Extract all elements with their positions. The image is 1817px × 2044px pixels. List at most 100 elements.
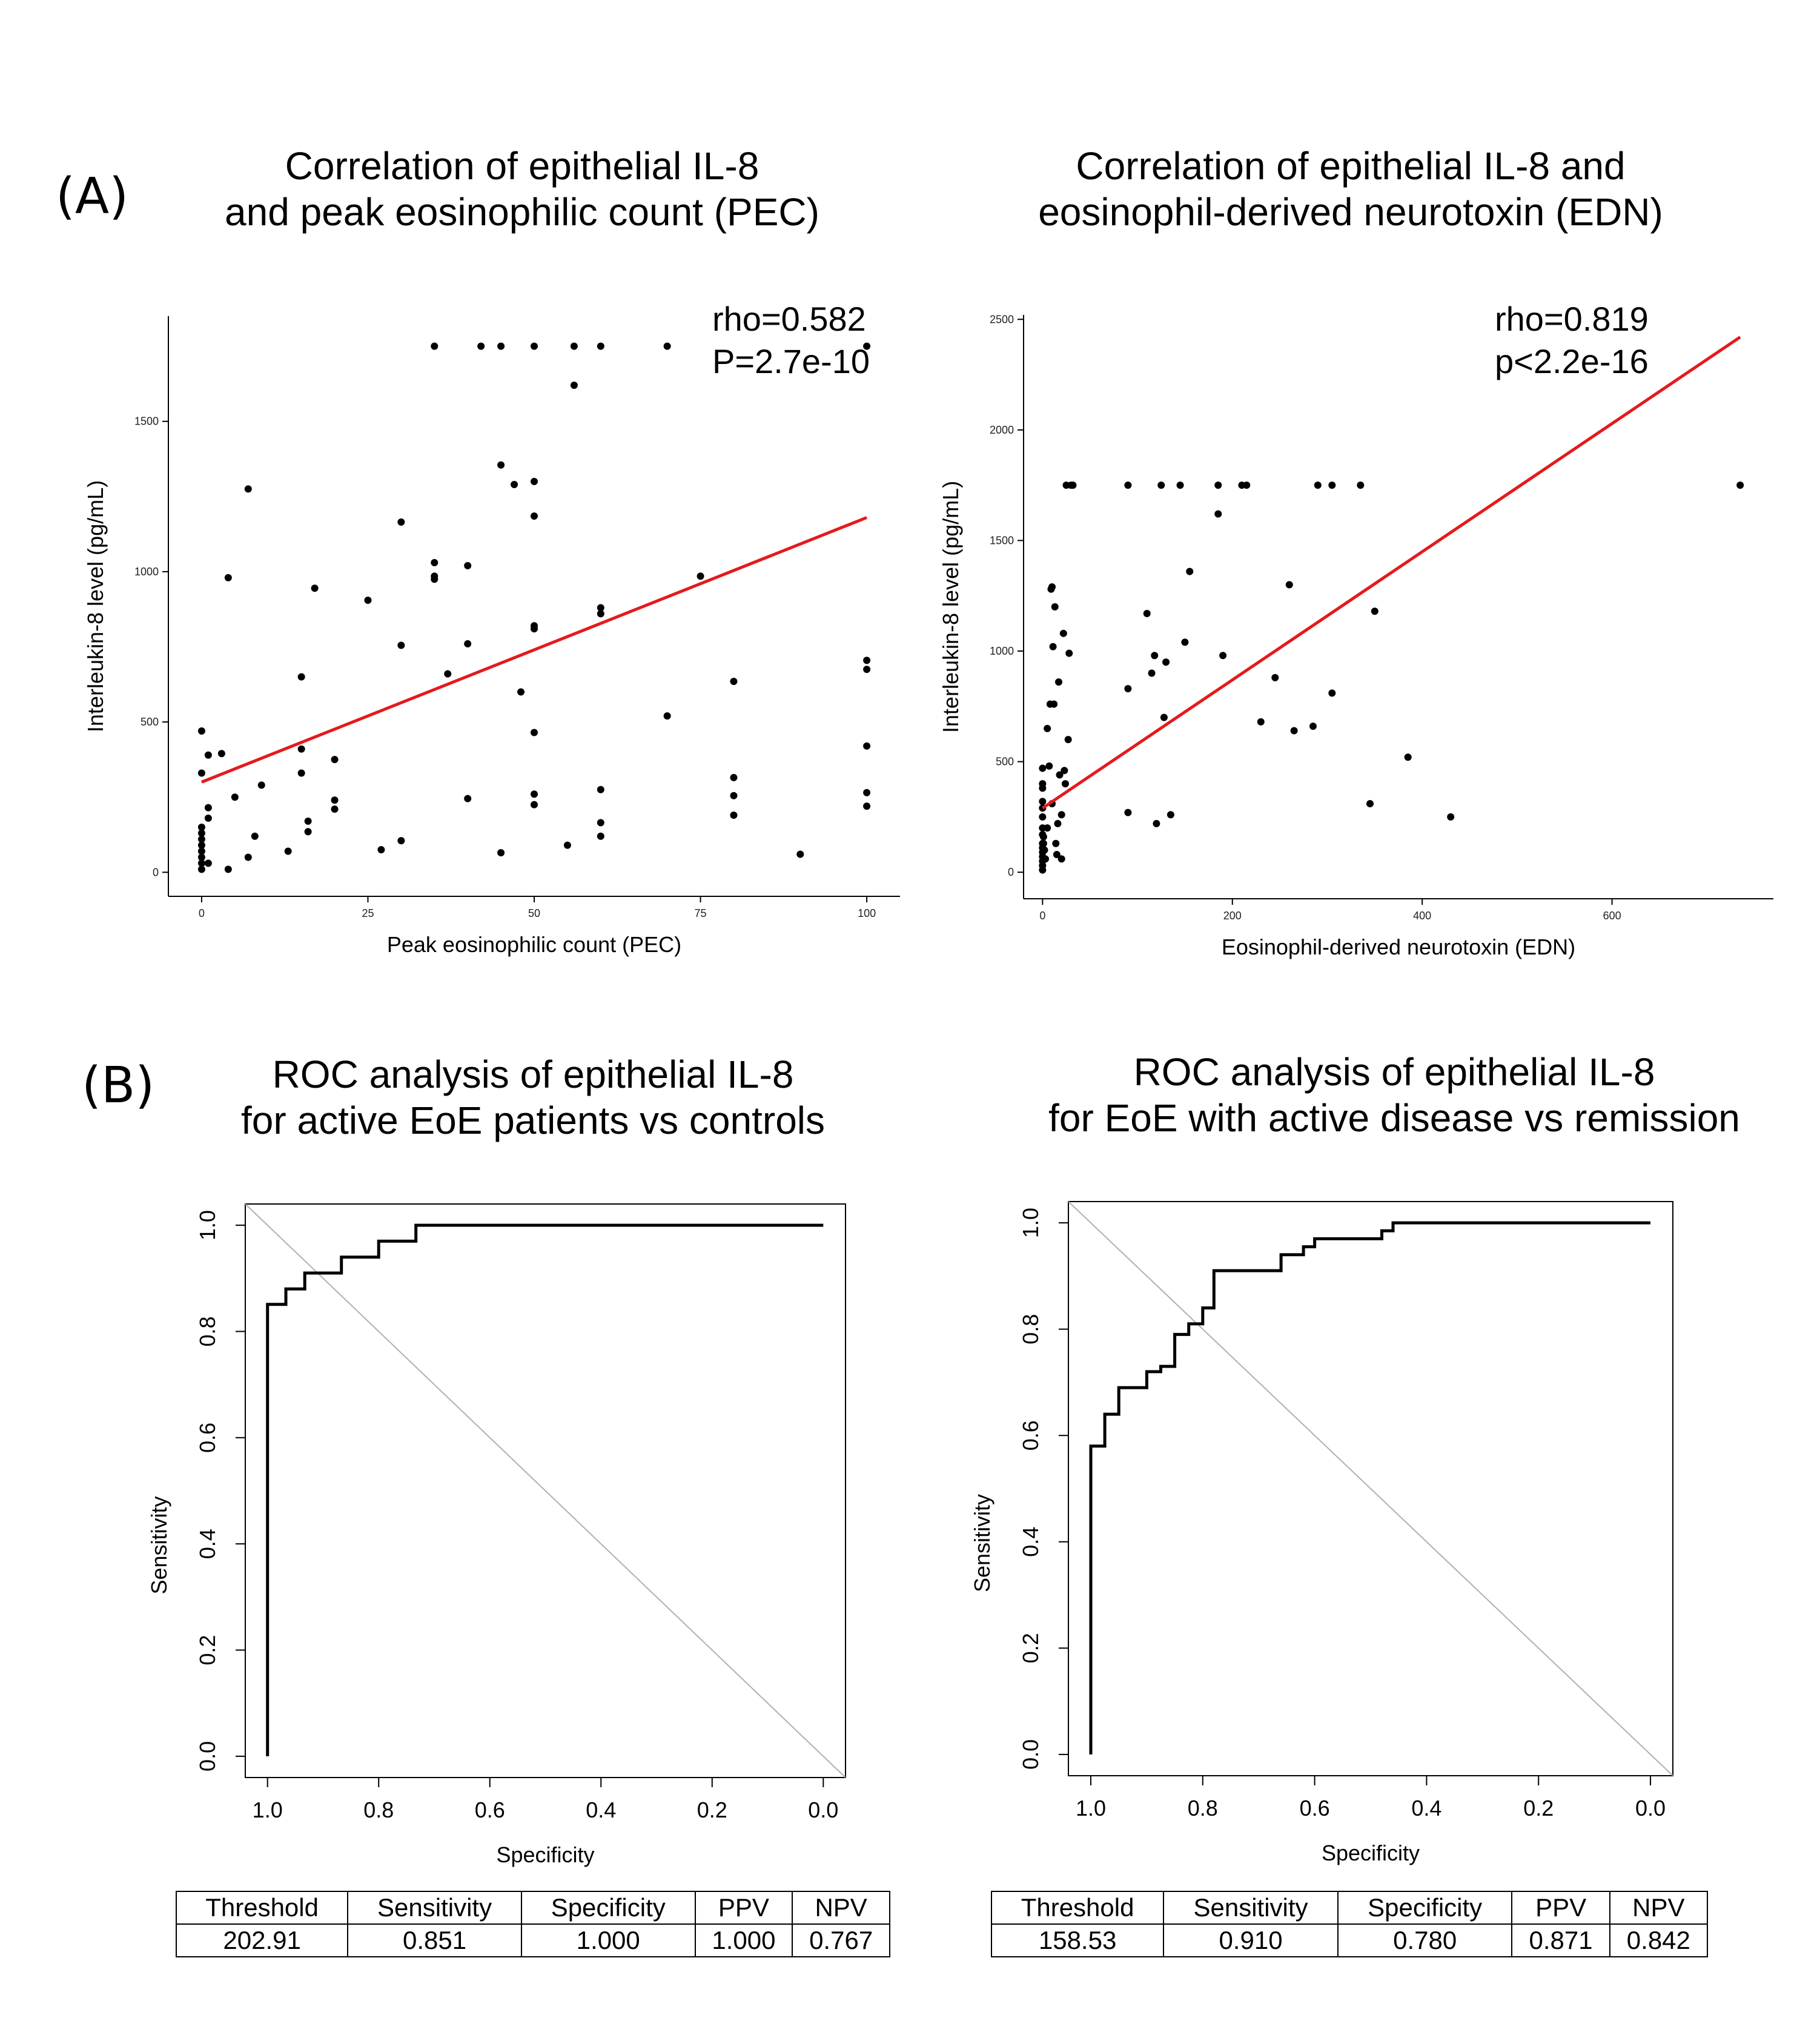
data-point [197,769,205,777]
metrics-value-row: 158.53 0.910 0.780 0.871 0.842 [990,1923,1709,1957]
data-point [217,750,225,758]
data-point [1357,481,1365,489]
data-point [531,342,538,350]
data-point [663,712,671,720]
data-point [1064,736,1072,744]
chart-title-line: eosinophil-derived neurotoxin (EDN) [1038,190,1663,234]
data-point [531,512,538,520]
data-point [231,793,239,801]
chart-edn-scatter: Correlation of epithelial IL-8 andeosino… [938,144,1773,959]
roc-curve [266,1223,824,1756]
data-point [863,342,871,350]
y-tick-label: 1500 [134,415,159,428]
data-point [497,342,505,350]
data-point [1065,649,1073,657]
data-point [597,786,604,793]
data-point [244,853,252,861]
data-point [531,478,538,486]
chart-title-line: for active EoE patients vs controls [241,1099,825,1142]
metrics-header-cell: Specificity [1337,1891,1513,1925]
plot-frame [245,1203,846,1778]
data-point [1143,609,1151,617]
data-point [1059,629,1067,637]
data-point [1148,669,1156,677]
data-point [1124,685,1132,693]
x-tick-label: 0.8 [363,1798,394,1822]
metrics-header-cell: Specificity [520,1891,696,1925]
data-point [497,461,505,469]
data-point [197,835,205,843]
data-point [297,673,305,681]
data-point [531,790,538,798]
metrics-header-row: Threshold Sensitivity Specificity PPV NP… [990,1891,1709,1925]
data-point [397,641,405,649]
data-point [1049,643,1057,650]
chart-title-line: ROC analysis of epithelial IL-8 [1134,1050,1655,1094]
chart-title-line: and peak eosinophilic count (PEC) [225,190,819,234]
data-point [517,688,525,696]
x-tick-label: 600 [1603,910,1621,922]
data-point [1048,583,1056,591]
data-point [1041,846,1048,854]
data-point [1124,809,1132,816]
data-point [1186,567,1194,575]
x-tick-label: 0.6 [475,1798,505,1822]
data-point [197,829,205,837]
data-point [1039,833,1047,841]
data-point [197,853,205,861]
data-point [531,801,538,809]
y-tick-label: 0.6 [1018,1420,1043,1450]
data-point [1054,819,1062,827]
data-point [431,559,439,567]
data-point [1181,638,1189,646]
data-point [1069,481,1077,489]
data-point [257,781,265,789]
data-point [397,518,405,526]
data-point [377,846,385,854]
data-point [204,804,212,812]
data-point [863,657,871,664]
data-point [1039,764,1047,772]
chart-title-line: Correlation of epithelial IL-8 and [1076,144,1625,188]
x-axis-label: Peak eosinophilic count (PEC) [387,932,681,957]
data-point [1044,724,1051,732]
data-point [1124,481,1132,489]
data-point [1051,603,1059,610]
y-tick-label: 1.0 [195,1210,220,1240]
panel-label-a: (A) [56,168,128,225]
data-point [444,670,452,678]
data-point [531,625,538,633]
data-point [1214,481,1222,489]
data-point [1151,652,1159,660]
data-point [1366,799,1374,807]
regression-line [1041,336,1741,810]
metrics-value-row: 202.91 0.851 1.000 1.000 0.767 [175,1923,890,1957]
chance-diagonal [1068,1201,1673,1776]
data-point [197,859,205,867]
data-point [1039,813,1047,821]
data-point [531,729,538,736]
data-point [1042,855,1050,863]
data-point [863,666,871,673]
data-point [597,342,604,350]
stat-annotation: rho=0.582 [712,300,866,338]
x-axis-label: Eosinophil-derived neurotoxin (EDN) [1222,934,1575,959]
data-point [251,832,259,840]
metrics-value-cell: 0.910 [1163,1923,1339,1957]
data-point [304,828,312,836]
data-point [597,832,604,840]
data-point [697,572,704,580]
y-tick-label: 0.2 [1018,1633,1043,1663]
y-tick-label: 1000 [990,645,1014,657]
y-tick-label: 500 [996,756,1014,768]
data-point [197,847,205,855]
data-point [397,837,405,845]
data-point [311,584,319,592]
data-point [497,849,505,857]
roc-curve [1089,1221,1650,1755]
chance-diagonal [245,1203,846,1778]
data-point [1285,581,1293,589]
data-point [197,823,205,831]
